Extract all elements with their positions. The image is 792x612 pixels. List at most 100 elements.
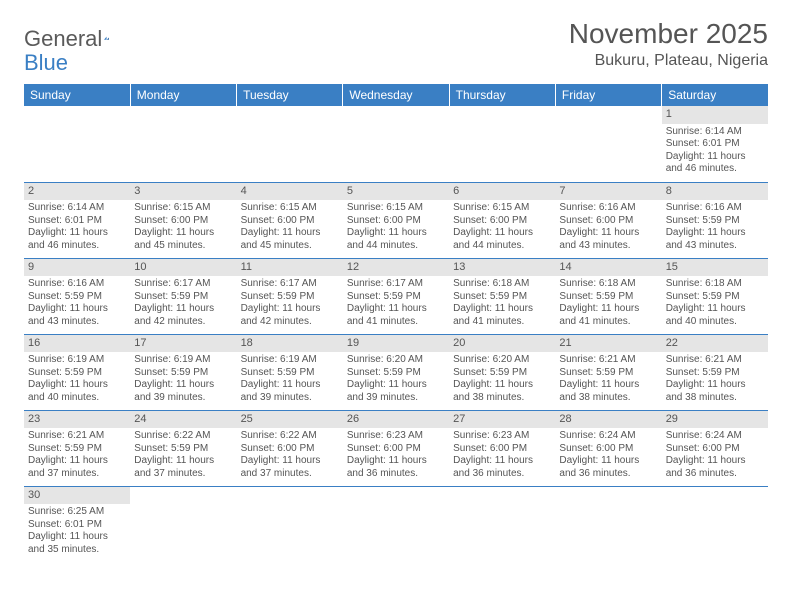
calendar-row: 16Sunrise: 6:19 AMSunset: 5:59 PMDayligh…: [24, 334, 768, 410]
daylight-text: Daylight: 11 hours: [28, 227, 126, 240]
calendar-cell: [555, 106, 661, 182]
day-number: 27: [449, 411, 555, 429]
sunset-text: Sunset: 5:59 PM: [241, 367, 339, 380]
sunrise-text: Sunrise: 6:24 AM: [666, 430, 764, 443]
daylight-text: Daylight: 11 hours: [666, 379, 764, 392]
daylight-text: Daylight: 11 hours: [559, 303, 657, 316]
calendar-cell: [130, 106, 236, 182]
daylight-text: and 40 minutes.: [666, 316, 764, 329]
daylight-text: Daylight: 11 hours: [241, 379, 339, 392]
logo-sail-icon: [104, 29, 109, 47]
sunrise-text: Sunrise: 6:18 AM: [453, 278, 551, 291]
calendar-cell: 27Sunrise: 6:23 AMSunset: 6:00 PMDayligh…: [449, 410, 555, 486]
day-body: Sunrise: 6:17 AMSunset: 5:59 PMDaylight:…: [343, 276, 449, 332]
calendar-cell: [130, 486, 236, 562]
daylight-text: and 36 minutes.: [666, 468, 764, 481]
day-body: Sunrise: 6:21 AMSunset: 5:59 PMDaylight:…: [24, 428, 130, 484]
daylight-text: and 41 minutes.: [453, 316, 551, 329]
day-number: 4: [237, 183, 343, 201]
calendar-cell: 21Sunrise: 6:21 AMSunset: 5:59 PMDayligh…: [555, 334, 661, 410]
calendar-cell: 8Sunrise: 6:16 AMSunset: 5:59 PMDaylight…: [662, 182, 768, 258]
daylight-text: Daylight: 11 hours: [134, 379, 232, 392]
day-body: Sunrise: 6:14 AMSunset: 6:01 PMDaylight:…: [662, 124, 768, 180]
sunset-text: Sunset: 5:59 PM: [134, 443, 232, 456]
calendar-table: Sunday Monday Tuesday Wednesday Thursday…: [24, 84, 768, 562]
day-header: Saturday: [662, 84, 768, 106]
daylight-text: and 43 minutes.: [28, 316, 126, 329]
day-number: 17: [130, 335, 236, 353]
daylight-text: Daylight: 11 hours: [28, 531, 126, 544]
sunrise-text: Sunrise: 6:15 AM: [241, 202, 339, 215]
day-body: Sunrise: 6:24 AMSunset: 6:00 PMDaylight:…: [662, 428, 768, 484]
sunrise-text: Sunrise: 6:16 AM: [559, 202, 657, 215]
sunrise-text: Sunrise: 6:25 AM: [28, 506, 126, 519]
day-body: Sunrise: 6:15 AMSunset: 6:00 PMDaylight:…: [130, 200, 236, 256]
calendar-cell: 17Sunrise: 6:19 AMSunset: 5:59 PMDayligh…: [130, 334, 236, 410]
sunrise-text: Sunrise: 6:21 AM: [666, 354, 764, 367]
day-body: Sunrise: 6:20 AMSunset: 5:59 PMDaylight:…: [343, 352, 449, 408]
calendar-cell: [662, 486, 768, 562]
daylight-text: Daylight: 11 hours: [559, 455, 657, 468]
day-body: Sunrise: 6:15 AMSunset: 6:00 PMDaylight:…: [343, 200, 449, 256]
day-number: 13: [449, 259, 555, 277]
day-body: Sunrise: 6:25 AMSunset: 6:01 PMDaylight:…: [24, 504, 130, 560]
daylight-text: Daylight: 11 hours: [347, 227, 445, 240]
day-body: Sunrise: 6:17 AMSunset: 5:59 PMDaylight:…: [237, 276, 343, 332]
day-body: Sunrise: 6:15 AMSunset: 6:00 PMDaylight:…: [449, 200, 555, 256]
day-body: Sunrise: 6:16 AMSunset: 5:59 PMDaylight:…: [24, 276, 130, 332]
calendar-row: 1Sunrise: 6:14 AMSunset: 6:01 PMDaylight…: [24, 106, 768, 182]
sunset-text: Sunset: 5:59 PM: [134, 367, 232, 380]
calendar-cell: 30Sunrise: 6:25 AMSunset: 6:01 PMDayligh…: [24, 486, 130, 562]
calendar-cell: 14Sunrise: 6:18 AMSunset: 5:59 PMDayligh…: [555, 258, 661, 334]
sunset-text: Sunset: 5:59 PM: [666, 367, 764, 380]
calendar-cell: 29Sunrise: 6:24 AMSunset: 6:00 PMDayligh…: [662, 410, 768, 486]
sunset-text: Sunset: 5:59 PM: [666, 291, 764, 304]
sunrise-text: Sunrise: 6:22 AM: [241, 430, 339, 443]
day-header: Thursday: [449, 84, 555, 106]
calendar-cell: 5Sunrise: 6:15 AMSunset: 6:00 PMDaylight…: [343, 182, 449, 258]
daylight-text: Daylight: 11 hours: [453, 227, 551, 240]
sunset-text: Sunset: 5:59 PM: [134, 291, 232, 304]
day-body: Sunrise: 6:23 AMSunset: 6:00 PMDaylight:…: [449, 428, 555, 484]
day-number: 1: [662, 106, 768, 124]
sunset-text: Sunset: 5:59 PM: [559, 367, 657, 380]
day-number: 22: [662, 335, 768, 353]
sunrise-text: Sunrise: 6:19 AM: [134, 354, 232, 367]
day-body: Sunrise: 6:18 AMSunset: 5:59 PMDaylight:…: [555, 276, 661, 332]
calendar-cell: 23Sunrise: 6:21 AMSunset: 5:59 PMDayligh…: [24, 410, 130, 486]
day-number: 20: [449, 335, 555, 353]
calendar-cell: 18Sunrise: 6:19 AMSunset: 5:59 PMDayligh…: [237, 334, 343, 410]
daylight-text: Daylight: 11 hours: [453, 455, 551, 468]
day-body: Sunrise: 6:16 AMSunset: 5:59 PMDaylight:…: [662, 200, 768, 256]
daylight-text: Daylight: 11 hours: [28, 455, 126, 468]
day-number: 23: [24, 411, 130, 429]
daylight-text: Daylight: 11 hours: [453, 303, 551, 316]
calendar-cell: [343, 106, 449, 182]
sunrise-text: Sunrise: 6:14 AM: [28, 202, 126, 215]
sunrise-text: Sunrise: 6:14 AM: [666, 126, 764, 139]
day-number: 8: [662, 183, 768, 201]
calendar-cell: 3Sunrise: 6:15 AMSunset: 6:00 PMDaylight…: [130, 182, 236, 258]
daylight-text: Daylight: 11 hours: [134, 303, 232, 316]
daylight-text: and 42 minutes.: [134, 316, 232, 329]
day-body: Sunrise: 6:17 AMSunset: 5:59 PMDaylight:…: [130, 276, 236, 332]
daylight-text: Daylight: 11 hours: [241, 227, 339, 240]
day-body: Sunrise: 6:14 AMSunset: 6:01 PMDaylight:…: [24, 200, 130, 256]
sunset-text: Sunset: 5:59 PM: [28, 443, 126, 456]
daylight-text: Daylight: 11 hours: [134, 455, 232, 468]
daylight-text: Daylight: 11 hours: [666, 455, 764, 468]
daylight-text: and 36 minutes.: [453, 468, 551, 481]
daylight-text: Daylight: 11 hours: [559, 227, 657, 240]
calendar-row: 23Sunrise: 6:21 AMSunset: 5:59 PMDayligh…: [24, 410, 768, 486]
calendar-cell: [449, 106, 555, 182]
day-number: 16: [24, 335, 130, 353]
daylight-text: and 38 minutes.: [453, 392, 551, 405]
daylight-text: and 36 minutes.: [559, 468, 657, 481]
sunset-text: Sunset: 6:00 PM: [241, 443, 339, 456]
sunrise-text: Sunrise: 6:17 AM: [241, 278, 339, 291]
sunset-text: Sunset: 5:59 PM: [28, 367, 126, 380]
daylight-text: Daylight: 11 hours: [28, 303, 126, 316]
sunset-text: Sunset: 5:59 PM: [241, 291, 339, 304]
day-number: 30: [24, 487, 130, 505]
calendar-row: 9Sunrise: 6:16 AMSunset: 5:59 PMDaylight…: [24, 258, 768, 334]
